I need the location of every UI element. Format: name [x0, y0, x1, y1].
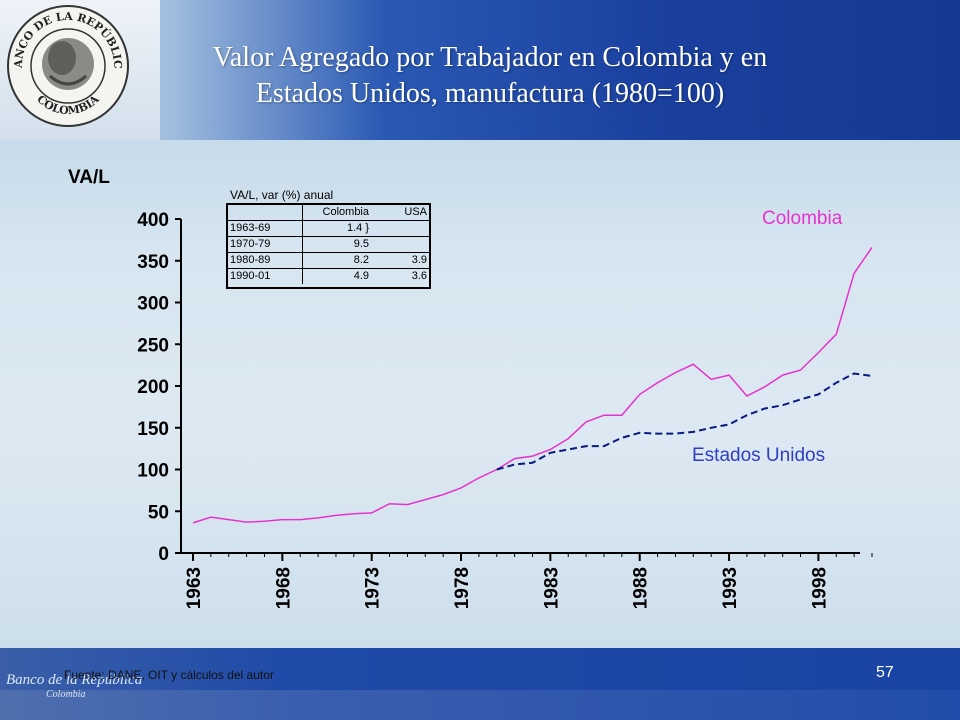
y-tick-label: 50: [148, 502, 169, 523]
inset-header-colombia: Colombia: [322, 206, 369, 218]
slide-title-line2: Estados Unidos, manufactura (1980=100): [255, 78, 725, 109]
footer-accent: [0, 690, 960, 720]
y-tick-label: 350: [137, 252, 169, 273]
x-tick-label: 1973: [363, 567, 384, 609]
x-tick-label: 1988: [631, 567, 652, 609]
page-number: 57: [876, 664, 894, 681]
inset-header-usa: USA: [404, 206, 427, 218]
x-tick-label: 1963: [184, 567, 205, 609]
inset-cell: 1.4 }: [302, 220, 383, 237]
series-line-estados-unidos: [496, 372, 873, 471]
series-line-colombia: [192, 246, 873, 524]
chart-series: [192, 246, 873, 524]
header-band: [0, 0, 960, 140]
y-tick-label: 200: [137, 377, 169, 398]
bank-seal-icon: BANCO DE LA REPÚBLICA COLOMBIA: [4, 2, 129, 127]
inset-cell: 1963-69: [228, 220, 303, 237]
x-tick-label: 1998: [809, 567, 830, 609]
y-axis-label: VA/L: [68, 167, 110, 188]
y-tick-label: 300: [137, 294, 169, 315]
inset-cell: 3.6: [383, 268, 429, 284]
x-tick-label: 1978: [452, 567, 473, 609]
y-tick-label: 250: [137, 335, 169, 356]
inset-table-title: VA/L, var (%) anual: [230, 188, 334, 202]
slide-title: Valor Agregado por Trabajador en Colombi…: [160, 40, 820, 112]
inset-cell: 1990-01: [228, 268, 303, 284]
inset-cell: 3.9: [383, 252, 429, 269]
inset-header-period: [228, 205, 303, 221]
y-tick-label: 100: [137, 461, 169, 482]
x-tick-label: 1993: [720, 567, 741, 609]
x-tick-label: 1983: [541, 567, 562, 609]
inset-cell: 4.9: [302, 268, 383, 284]
y-tick-label: 150: [137, 419, 169, 440]
footer-bank-logo: Banco de la República Colombia: [6, 672, 142, 700]
x-tick-label: 1968: [273, 567, 294, 609]
footer-logo-sub: Colombia: [46, 689, 86, 700]
inset-cell: [383, 236, 429, 253]
source-note: Fuente: DANE, OIT y cálculos del autor: [64, 668, 274, 682]
series-label-usa: Estados Unidos: [692, 445, 826, 466]
slide-title-line1: Valor Agregado por Trabajador en Colombi…: [212, 42, 768, 73]
footer-logo-text: Banco de la República: [6, 672, 143, 688]
series-label-colombia: Colombia: [762, 208, 843, 229]
inset-cell: 8.2: [302, 252, 383, 269]
inset-cell: 9.5: [302, 236, 383, 253]
inset-cell: 1970-79: [228, 236, 303, 253]
y-tick-label: 400: [137, 210, 169, 231]
inset-cell: [383, 220, 429, 237]
inset-cell: 1980-89: [228, 252, 303, 269]
inset-table: Colombia USA 1963-69 1.4 } 1970-79 9.5 1…: [226, 203, 431, 289]
chart-axes: 0 50 100 150 200 250 300 350 400 1963 1968 1973 1978…: [137, 210, 873, 609]
y-tick-label: 0: [158, 544, 169, 565]
